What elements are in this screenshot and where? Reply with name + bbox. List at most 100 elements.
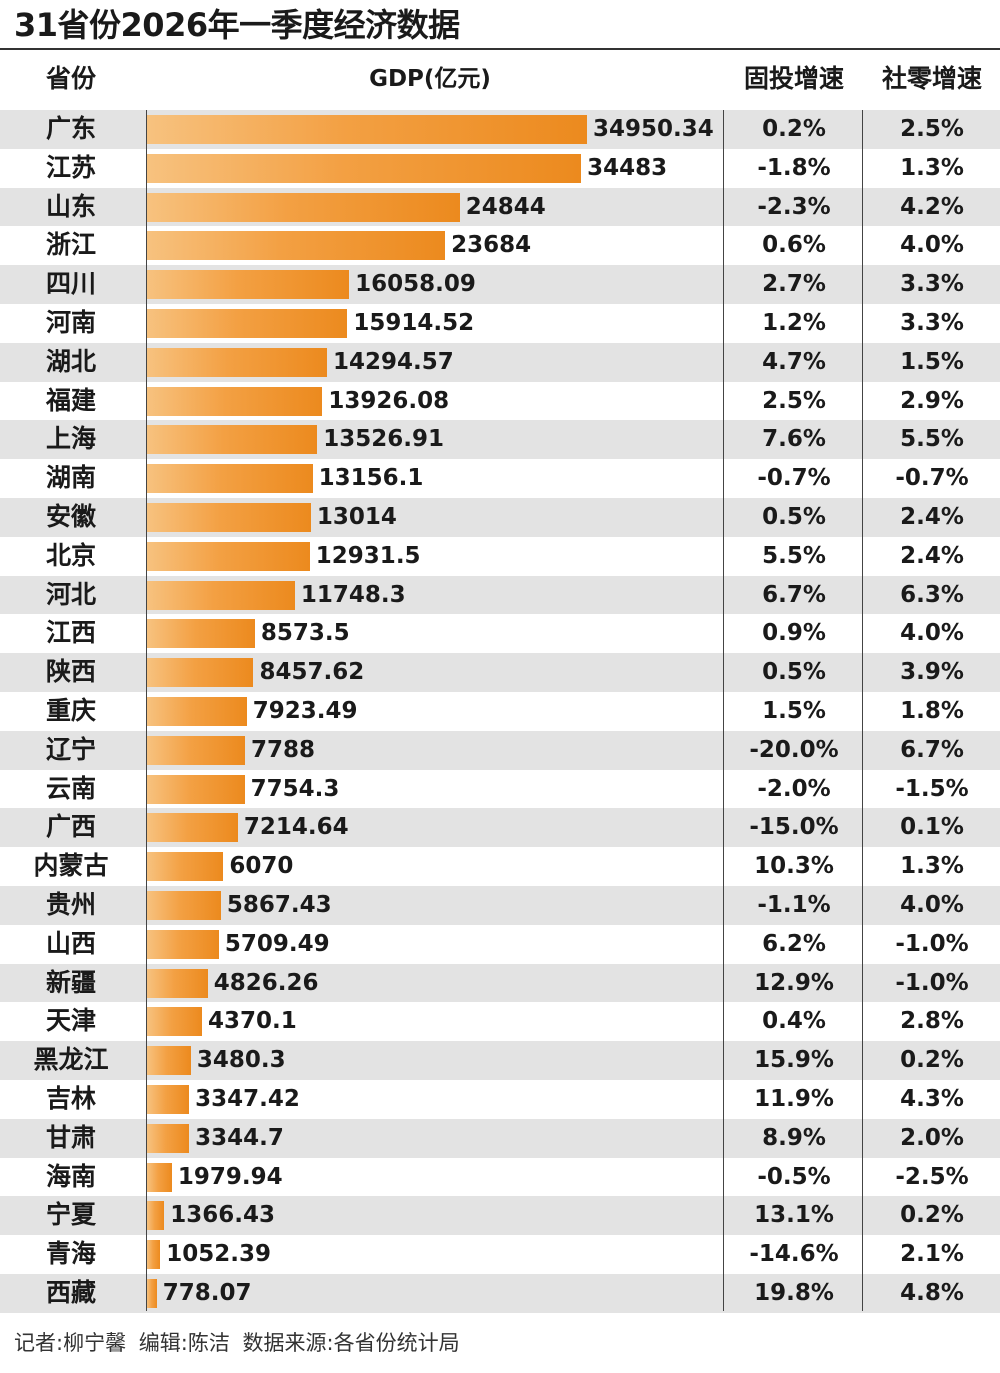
retail-growth: 4.8% (900, 1280, 964, 1306)
fixed-investment-growth: 10.3% (754, 853, 834, 880)
fixed-investment-growth: 15.9% (754, 1047, 834, 1074)
retail-growth: 2.4% (900, 504, 964, 530)
table-row: 贵州 5867.43 -1.1% 4.0% (0, 886, 1000, 925)
province-label: 云南 (45, 773, 96, 803)
table-row: 江西 8573.5 0.9% 4.0% (0, 614, 1000, 653)
table-row: 天津 4370.1 0.4% 2.8% (0, 1002, 1000, 1041)
province-label: 广东 (45, 114, 96, 143)
province-label: 天津 (45, 1006, 96, 1036)
fixed-investment-growth: 1.5% (762, 698, 826, 724)
gdp-value-label: 34950.34 (593, 116, 714, 142)
table-row: 河北 11748.3 6.7% 6.3% (0, 575, 1000, 615)
gdp-value-label: 778.07 (162, 1280, 252, 1306)
retail-growth: 2.8% (900, 1008, 964, 1035)
province-label: 江西 (45, 618, 96, 648)
gdp-value-label: 13926.08 (328, 387, 450, 414)
gdp-value-label: 13156.1 (318, 465, 424, 492)
fixed-investment-growth: 11.9% (754, 1086, 834, 1112)
gdp-bar (147, 735, 246, 765)
fixed-investment-growth: 0.4% (762, 1008, 826, 1035)
gdp-bar (147, 309, 348, 338)
gdp-bar (147, 425, 318, 455)
gdp-value-label: 1979.94 (177, 1163, 283, 1190)
fixed-investment-growth: -2.3% (757, 193, 831, 220)
gdp-bar (147, 1085, 190, 1114)
retail-growth: 0.2% (900, 1047, 964, 1074)
column-divider-gdp (723, 110, 724, 1311)
axis-line (146, 110, 147, 1311)
gdp-bar (147, 619, 255, 649)
gdp-value-label: 14294.57 (332, 348, 454, 375)
table-row: 北京 12931.5 5.5% 2.4% (0, 537, 1000, 576)
fixed-investment-growth: 13.1% (754, 1202, 834, 1229)
retail-growth: 4.0% (900, 892, 964, 918)
province-label: 内蒙古 (33, 851, 109, 881)
fixed-investment-growth: 0.9% (762, 620, 826, 647)
gdp-value-label: 5867.43 (226, 892, 332, 918)
retail-growth: -0.7% (895, 465, 969, 492)
retail-growth: 3.9% (900, 659, 964, 686)
table-row: 广西 7214.64 -15.0% 0.1% (0, 808, 1000, 848)
gdp-value-label: 1052.39 (166, 1241, 271, 1268)
gdp-bar (147, 1007, 203, 1037)
retail-growth: 2.4% (900, 542, 964, 569)
fixed-investment-growth: 2.7% (762, 271, 826, 298)
fixed-investment-growth: 0.2% (762, 116, 826, 142)
fixed-investment-growth: -20.0% (749, 736, 839, 763)
province-label: 湖北 (45, 346, 96, 376)
header-gdp: GDP(亿元) (369, 66, 491, 92)
table-row: 广东 34950.34 0.2% 2.5% (0, 110, 1000, 149)
retail-growth: 0.1% (900, 814, 964, 841)
province-label: 江苏 (45, 152, 96, 182)
gdp-value-label: 11748.3 (300, 581, 406, 608)
fixed-investment-growth: 6.2% (762, 930, 826, 957)
province-label: 宁夏 (45, 1200, 96, 1230)
gdp-value-label: 5709.49 (224, 930, 330, 957)
retail-growth: 1.5% (900, 348, 964, 375)
table-row: 重庆 7923.49 1.5% 1.8% (0, 692, 1000, 731)
retail-growth: 4.3% (900, 1086, 964, 1112)
fixed-investment-growth: 8.9% (762, 1124, 826, 1151)
gdp-bar (147, 503, 311, 532)
gdp-bar (147, 852, 224, 882)
gdp-bar (147, 541, 310, 571)
retail-growth: 6.7% (900, 736, 964, 763)
gdp-bar (147, 231, 446, 261)
gdp-bar (147, 580, 295, 610)
table-row: 宁夏 1366.43 13.1% 0.2% (0, 1196, 1000, 1236)
table-row: 辽宁 7788 -20.0% 6.7% (0, 730, 1000, 770)
gdp-bar (147, 929, 219, 959)
gdp-value-label: 7788 (251, 736, 316, 763)
province-label: 辽宁 (45, 734, 96, 764)
gdp-bar (147, 1240, 161, 1270)
gdp-value-label: 34483 (587, 154, 668, 181)
gdp-bar (147, 1279, 157, 1308)
retail-growth: 2.9% (900, 387, 964, 414)
province-label: 安徽 (45, 502, 96, 531)
fixed-investment-growth: -1.1% (757, 892, 831, 918)
gdp-value-label: 8573.5 (260, 620, 350, 647)
fixed-investment-growth: 4.7% (762, 348, 826, 375)
gdp-bar (147, 774, 245, 804)
gdp-value-label: 7214.64 (243, 814, 349, 841)
gdp-bar (147, 464, 313, 494)
gdp-value-label: 7754.3 (250, 775, 340, 802)
province-label: 四川 (45, 269, 96, 299)
table-row: 陕西 8457.62 0.5% 3.9% (0, 653, 1000, 692)
fixed-investment-growth: 19.8% (754, 1280, 834, 1306)
gdp-value-label: 16058.09 (355, 271, 476, 298)
gdp-bar (147, 153, 582, 183)
province-label: 重庆 (45, 696, 96, 725)
fixed-investment-growth: 6.7% (762, 581, 826, 608)
fixed-investment-growth: -2.0% (757, 775, 831, 802)
retail-growth: 0.2% (900, 1202, 964, 1229)
province-label: 浙江 (45, 230, 96, 260)
province-label: 北京 (45, 540, 96, 570)
retail-growth: 3.3% (900, 271, 964, 298)
gdp-value-label: 4826.26 (213, 969, 319, 996)
province-label: 海南 (45, 1161, 96, 1191)
fixed-investment-growth: 12.9% (754, 969, 834, 996)
province-label: 甘肃 (45, 1122, 96, 1152)
retail-growth: 1.8% (900, 698, 964, 724)
fixed-investment-growth: -14.6% (749, 1241, 839, 1268)
